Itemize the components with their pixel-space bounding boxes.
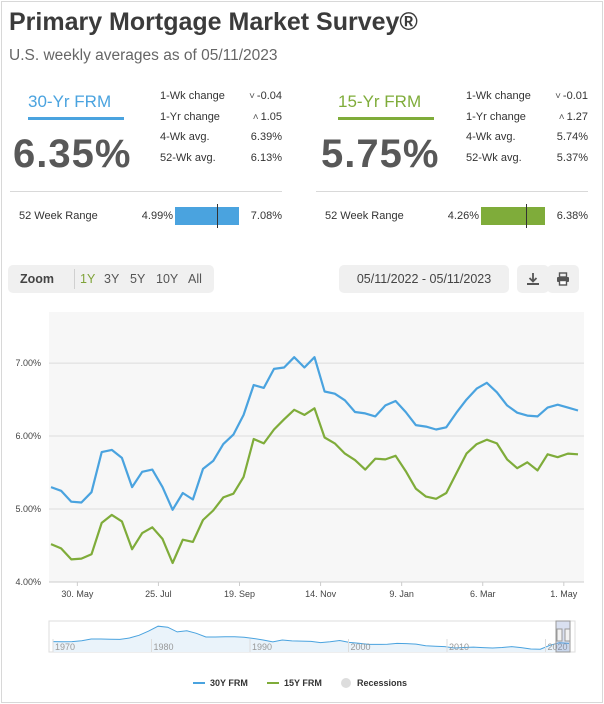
range-low: 4.99% [141,210,173,222]
zoom-10y-button[interactable]: 10Y [156,272,179,286]
page-title: Primary Mortgage Market Survey® [9,8,418,36]
navigator-tick-label: 1970 [55,642,75,652]
stat-value: 5.37% [556,151,588,164]
x-tick-label: 19. Sep [224,589,255,599]
print-button[interactable] [547,265,579,293]
x-tick-label: 1. May [550,589,578,599]
series-line-15y-frm [50,407,579,565]
range-low: 4.26% [447,210,479,222]
navigator-handle-left [556,628,563,642]
up-arrow-icon: ˄ [558,111,565,123]
stat-value: ˄ 1.27 [558,110,588,123]
y-tick-label: 6.00% [15,431,41,441]
range-high: 7.08% [250,210,282,222]
legend-swatch [341,678,351,688]
legend-label: 15Y FRM [284,678,322,688]
stat-row: 1-Yr change ˄ 1.05 [160,111,282,132]
plot-background [49,312,584,582]
stat-row: 52-Wk avg. 5.37% [466,152,588,173]
stat-row: 1-Wk change ˅ -0.01 [466,90,588,111]
rate-underline-30yr [28,117,124,120]
navigator-line [52,625,570,650]
range-marker-30yr [216,204,218,228]
navigator-tick-label: 2000 [351,642,371,652]
navigator-handle-right [564,628,571,642]
download-icon [527,273,539,285]
rate-name-15yr[interactable]: 15-Yr FRM [338,92,422,111]
rate-card-30yr: 30-Yr FRM 6.35% 1-Wk change ˅ -0.04 1-Yr … [10,86,282,236]
rate-card-15yr: 15-Yr FRM 5.75% 1-Wk change ˅ -0.01 1-Yr … [316,86,588,236]
zoom-label: Zoom [20,272,55,286]
range-high: 6.38% [556,210,588,222]
rate-value-30yr: 6.35% [13,132,132,176]
range-bar-30yr [175,207,239,225]
up-arrow-icon: ˄ [252,111,259,123]
page-subtitle: U.S. weekly averages as of 05/11/2023 [9,47,278,64]
x-tick-label: 6. Mar [470,589,496,599]
navigator-area [53,626,569,652]
rate-value-15yr: 5.75% [321,132,440,176]
stat-label: 1-Yr change [160,110,220,123]
stat-value: 6.13% [250,151,282,164]
rate-underline-15yr [338,117,434,120]
zoom-all-button[interactable]: All [188,272,202,286]
stat-value: 5.74% [556,131,588,143]
x-tick-label: 9. Jan [389,589,414,599]
zoom-control: Zoom 1Y 3Y 5Y 10Y All [8,265,214,293]
stat-label: 4-Wk avg. [466,131,516,143]
zoom-5y-button[interactable]: 5Y [130,272,146,286]
stat-label: 1-Wk change [466,90,531,102]
down-arrow-icon: ˅ [249,91,255,102]
range-label: 52 Week Range [19,210,98,222]
y-tick-label: 5.00% [15,504,41,514]
stat-value: ˅ -0.04 [249,90,282,102]
series-line-30y-frm [50,356,579,511]
down-arrow-icon: ˅ [555,91,561,102]
stat-row: 52-Wk avg. 6.13% [160,152,282,173]
x-tick-label: 14. Nov [305,589,337,599]
zoom-1y-button[interactable]: 1Y [80,272,96,286]
stats-30yr: 1-Wk change ˅ -0.04 1-Yr change ˄ 1.05 4-W… [160,90,282,172]
navigator-tick-label: 2010 [449,642,469,652]
rate-name-30yr[interactable]: 30-Yr FRM [28,92,112,111]
x-tick-label: 30. May [61,589,94,599]
divider [10,191,282,192]
stat-label: 1-Yr change [466,110,526,123]
stat-row: 4-Wk avg. 6.39% [160,131,282,152]
range-label: 52 Week Range [325,210,404,222]
stat-label: 4-Wk avg. [160,131,210,143]
stat-value: 6.39% [250,131,282,143]
navigator-tick-label: 1980 [154,642,174,652]
stat-row: 1-Wk change ˅ -0.04 [160,90,282,111]
stat-value: ˅ -0.01 [555,90,588,102]
navigator-tick-label: 1990 [252,642,272,652]
navigator-tick-label: 2020 [548,642,568,652]
stat-value: ˄ 1.05 [252,110,282,123]
stat-label: 1-Wk change [160,90,225,102]
y-tick-label: 4.00% [15,577,41,587]
download-button[interactable] [517,265,549,293]
zoom-3y-button[interactable]: 3Y [104,272,120,286]
stats-15yr: 1-Wk change ˅ -0.01 1-Yr change ˄ 1.27 4-W… [466,90,588,172]
divider [316,191,588,192]
stat-label: 52-Wk avg. [160,151,216,164]
range-marker-15yr [525,204,527,228]
zoom-separator [74,269,75,289]
range-bar-15yr [481,207,545,225]
legend-label: Recessions [357,678,407,688]
stat-row: 4-Wk avg. 5.74% [466,131,588,152]
x-tick-label: 25. Jul [145,589,172,599]
y-tick-label: 7.00% [15,358,41,368]
stat-label: 52-Wk avg. [466,151,522,164]
date-range-field[interactable]: 05/11/2022 - 05/11/2023 [339,265,509,293]
legend-label: 30Y FRM [210,678,248,688]
print-icon [557,272,569,286]
stat-row: 1-Yr change ˄ 1.27 [466,111,588,132]
